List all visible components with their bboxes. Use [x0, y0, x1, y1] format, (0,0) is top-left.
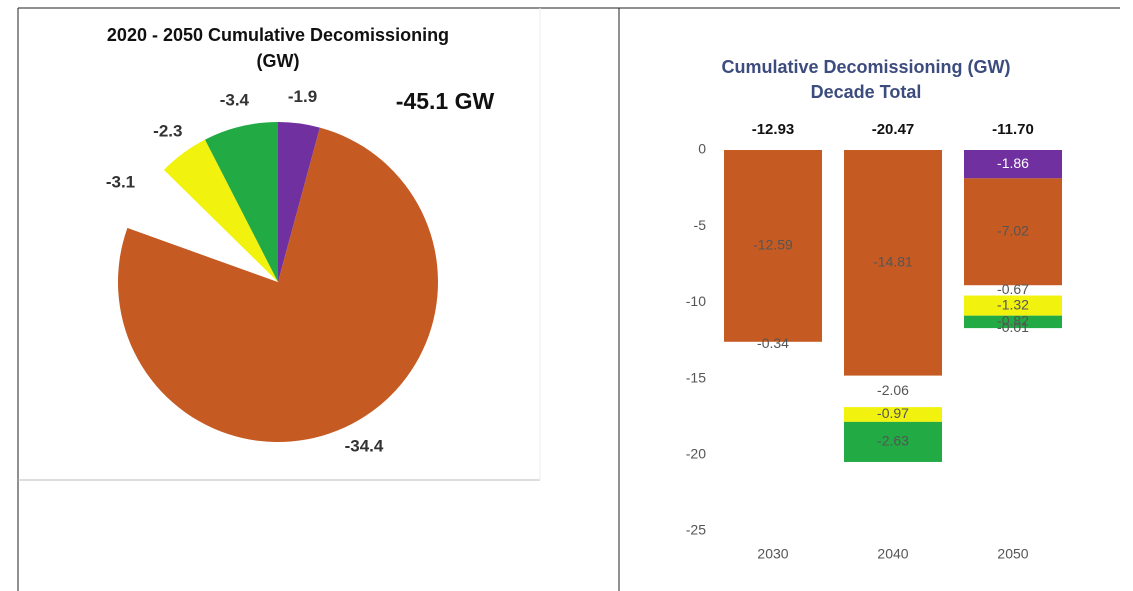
- bar-segment: [724, 341, 822, 348]
- bar-segment: [964, 150, 1062, 179]
- data-label: -2.3: [153, 122, 182, 141]
- pie-slice: [127, 169, 278, 282]
- pie-slice: [205, 122, 278, 282]
- data-label: -14.81: [873, 254, 913, 270]
- data-label: -1.86: [997, 155, 1029, 171]
- y-tick-label: -15: [686, 369, 706, 385]
- data-label: -1.9: [288, 87, 317, 106]
- data-label: -1.32: [997, 296, 1029, 312]
- data-label: -0.01: [997, 319, 1029, 335]
- bar-segment: [844, 407, 942, 422]
- pie-slice: [163, 139, 278, 282]
- x-tick-label: 2040: [877, 546, 908, 562]
- annotation: -45.1 GW: [396, 88, 495, 114]
- total-label: -20.47: [872, 121, 915, 138]
- bar-segment: [724, 150, 822, 342]
- x-tick-label: 2030: [757, 546, 788, 562]
- bar-segment: [844, 375, 942, 408]
- data-label: -0.82: [997, 313, 1029, 329]
- data-label: -7.02: [997, 223, 1029, 239]
- bar-segment: [844, 150, 942, 376]
- y-tick-label: -5: [694, 217, 707, 233]
- data-label: -0.67: [997, 281, 1029, 297]
- data-label: -34.4: [345, 436, 384, 455]
- data-label: -3.1: [106, 173, 135, 192]
- y-tick-label: 0: [698, 141, 706, 157]
- pie-title: (GW): [257, 51, 300, 71]
- bar-segment: [964, 315, 1062, 329]
- pie-title: 2020 - 2050 Cumulative Decomissioning: [107, 25, 449, 45]
- bar-segment: [964, 178, 1062, 286]
- data-label: -12.59: [753, 237, 793, 253]
- data-label: -0.34: [757, 335, 789, 351]
- bar-segment: [844, 421, 942, 462]
- bar-segment: [964, 285, 1062, 296]
- data-label: -0.97: [877, 405, 909, 421]
- data-label: -2.06: [877, 382, 909, 398]
- total-label: -11.70: [992, 121, 1034, 138]
- bar-segment: [964, 295, 1062, 316]
- y-tick-label: -10: [686, 293, 706, 309]
- total-label: -12.93: [752, 121, 795, 138]
- y-tick-label: -25: [686, 522, 706, 538]
- data-label: -3.4: [220, 91, 250, 110]
- y-tick-label: -20: [686, 446, 706, 462]
- bar-title: Cumulative Decomissioning (GW): [721, 57, 1010, 77]
- pie-slice: [117, 127, 439, 443]
- x-tick-label: 2050: [997, 546, 1028, 562]
- pie-slice: [278, 122, 320, 282]
- data-label: -2.63: [877, 433, 909, 449]
- bar-title: Decade Total: [811, 82, 922, 102]
